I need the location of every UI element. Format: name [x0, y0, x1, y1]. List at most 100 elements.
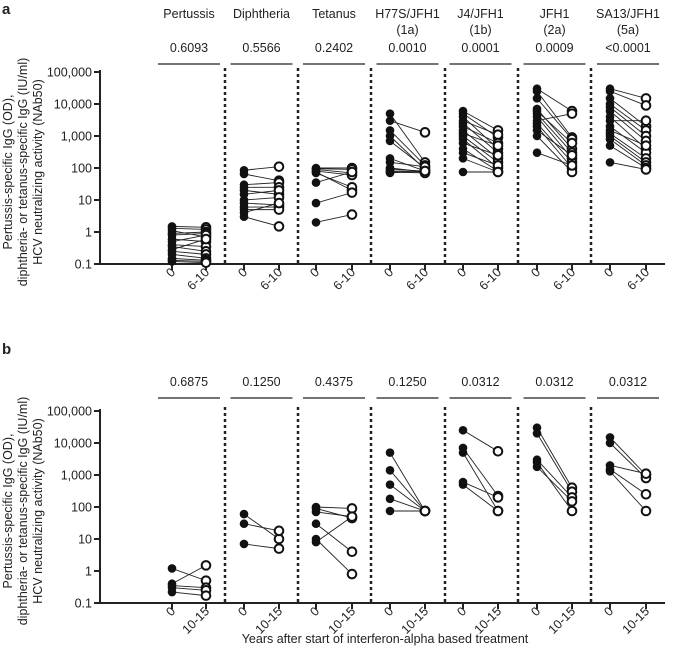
point-before — [311, 218, 321, 227]
group-title: Pertussis — [163, 7, 214, 21]
pair-line — [171, 238, 207, 251]
pair-line — [315, 168, 353, 170]
point-after — [492, 140, 504, 151]
pair-line — [609, 88, 647, 99]
p-value: 0.0312 — [461, 375, 499, 389]
pair-line — [462, 152, 499, 166]
pair-line — [389, 498, 426, 512]
point-after — [200, 590, 212, 601]
pair-line — [536, 433, 573, 492]
pair-line — [536, 427, 573, 488]
point-before — [458, 154, 468, 163]
point-before — [605, 467, 615, 476]
point-after — [566, 496, 578, 507]
p-value: 0.0009 — [535, 41, 573, 55]
pair-line — [243, 166, 280, 171]
group-subtitle: (2a) — [543, 23, 565, 37]
p-value: 0.1250 — [388, 375, 426, 389]
x-tick-label: 6-10 — [404, 265, 432, 293]
y-tick-label: 0.1 — [75, 597, 92, 611]
point-before — [605, 134, 615, 144]
p-value: 0.2402 — [315, 41, 353, 55]
pair-line — [536, 110, 573, 144]
pair-line — [315, 169, 353, 174]
y-tick-label: 1,000 — [61, 469, 92, 483]
pair-line — [171, 253, 207, 259]
pair-line — [536, 90, 573, 138]
pair-line — [243, 216, 280, 227]
x-tick-label: 0 — [307, 604, 322, 619]
point-after — [200, 233, 212, 245]
point-after — [640, 140, 652, 151]
panel-label-a: a — [2, 1, 11, 18]
point-after — [346, 511, 358, 522]
point-before — [532, 131, 542, 141]
pair-line — [536, 462, 573, 512]
y-tick-label: 100 — [71, 162, 92, 176]
pair-line — [315, 516, 353, 543]
pair-line — [389, 484, 426, 512]
pair-line — [389, 113, 426, 163]
y-tick-label: 10 — [78, 533, 92, 547]
pair-line — [609, 98, 647, 127]
point-after — [273, 161, 285, 172]
point-before — [458, 167, 468, 177]
pair-line — [171, 564, 207, 585]
pair-line — [536, 113, 573, 154]
pair-line — [609, 471, 647, 512]
point-before — [385, 168, 395, 178]
point-after — [492, 149, 504, 161]
y-tick-label: 1,000 — [61, 130, 92, 144]
point-after — [273, 221, 285, 232]
group-subtitle: (1b) — [469, 23, 491, 37]
pair-line — [462, 113, 499, 138]
pair-line — [609, 437, 647, 476]
x-tick-label: 0 — [454, 604, 469, 619]
pair-line — [171, 257, 207, 261]
p-value: 0.0312 — [535, 375, 573, 389]
pair-line — [243, 202, 280, 214]
point-after — [200, 257, 212, 268]
pair-line — [389, 169, 426, 172]
y-tick-label: 100 — [71, 501, 92, 515]
x-tick-label: 0 — [454, 265, 469, 280]
x-tick-label: 0 — [307, 265, 322, 280]
y-axis-label: HCV neutralizing activity (NAb50) — [31, 418, 45, 604]
point-before — [167, 564, 177, 573]
pair-line — [536, 88, 573, 112]
point-before — [385, 448, 395, 457]
point-after — [566, 149, 578, 161]
pair-line — [315, 523, 353, 553]
point-after — [640, 164, 652, 175]
pair-line — [171, 244, 207, 248]
pair-line — [171, 233, 207, 236]
pair-line — [536, 135, 573, 173]
x-tick-label: 6-10 — [625, 265, 653, 293]
p-value: 0.4375 — [315, 375, 353, 389]
point-before — [385, 109, 395, 118]
pair-line — [171, 585, 207, 589]
point-before — [605, 141, 615, 150]
pair-line — [536, 98, 573, 140]
point-after — [273, 543, 285, 554]
point-before — [532, 94, 542, 103]
p-value: 0.6093 — [170, 41, 208, 55]
y-axis-label: Pertussis-specific IgG (OD), — [1, 95, 15, 250]
pair-line — [315, 172, 353, 188]
point-before — [385, 480, 395, 489]
pair-line — [462, 481, 499, 498]
pair-line — [609, 103, 647, 131]
pair-line — [609, 133, 647, 159]
pair-line — [536, 466, 573, 502]
point-before — [239, 539, 249, 549]
pair-line — [609, 138, 647, 166]
x-tick-label: 0 — [381, 604, 396, 619]
x-tick-label: 0 — [528, 604, 543, 619]
pair-line — [536, 126, 573, 169]
p-value: 0.1250 — [242, 375, 280, 389]
point-before — [458, 480, 468, 489]
group-subtitle: (5a) — [617, 23, 639, 37]
point-before — [239, 169, 249, 179]
x-tick-label: 0 — [235, 265, 250, 280]
x-tick-label: 0 — [601, 604, 616, 619]
